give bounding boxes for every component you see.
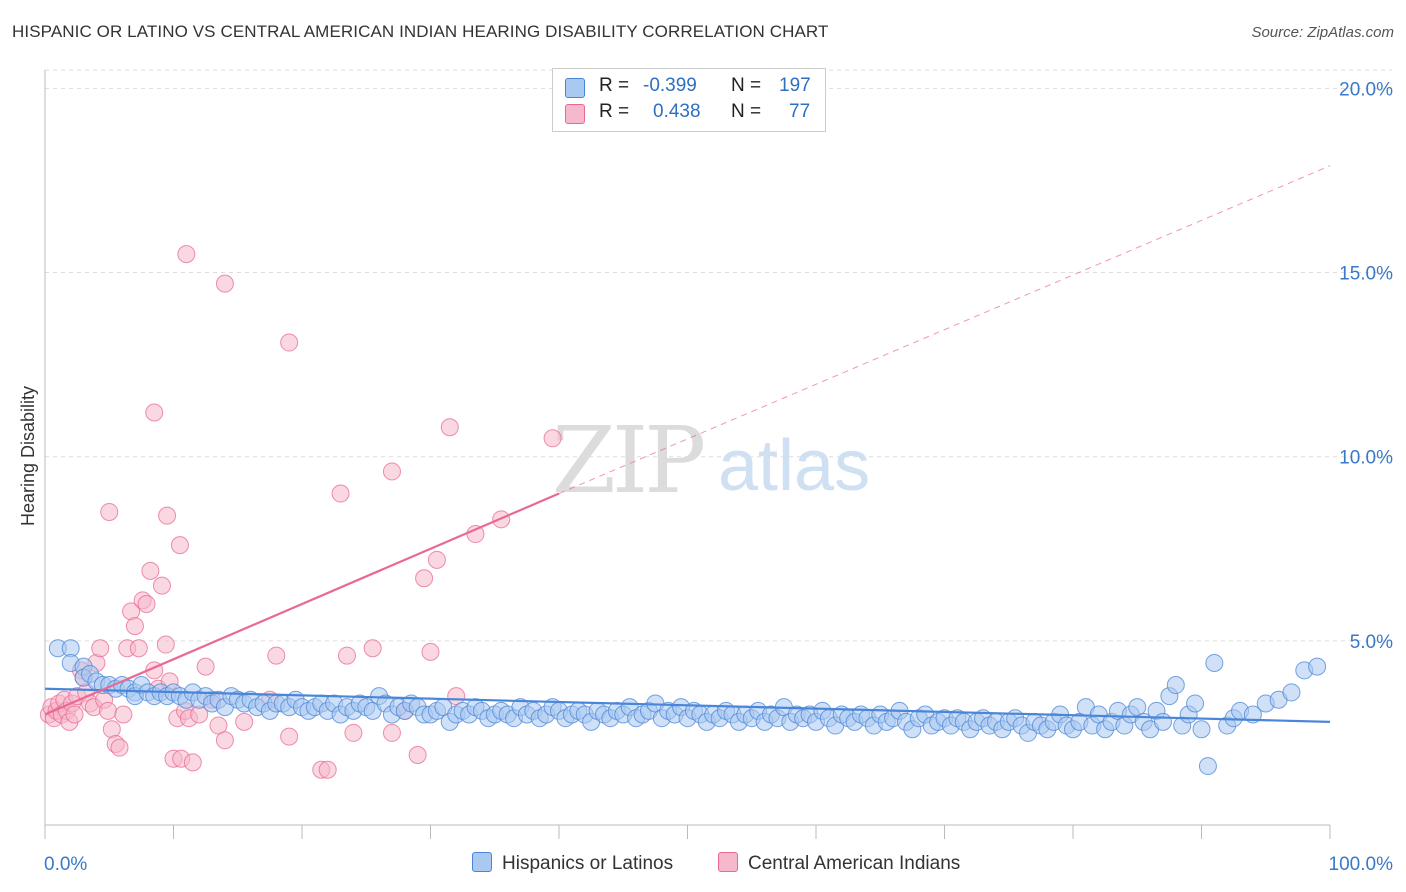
y-tick-label: 10.0% [1339,448,1393,469]
data-point [280,333,299,352]
legend-n-label: N = [731,75,762,96]
data-point [114,705,133,724]
y-tick-label: 15.0% [1339,264,1393,285]
bottom-legend-hispanics[interactable]: Hispanics or Latinos [472,852,673,875]
data-point [331,484,350,503]
data-point [543,429,562,448]
data-point [1205,653,1224,672]
series-hispanics-or-latinos [48,639,1327,776]
data-point [1153,712,1172,731]
data-point [427,550,446,569]
data-point [65,705,84,724]
data-point [100,502,119,521]
data-point [152,576,171,595]
x-tick-label-min: 0.0% [44,854,87,875]
data-point [382,462,401,481]
series-central-american-indians [39,245,562,779]
bottom-legend-swatch-pink [718,852,738,872]
watermark-zip: ZIP [552,407,703,514]
data-point [110,738,129,757]
correlation-legend: R = -0.399 N = 197 R = 0.438 N = 77 [552,68,826,132]
data-point [363,639,382,658]
bottom-legend-central-american[interactable]: Central American Indians [718,852,960,875]
y-axis-label: Hearing Disability [18,386,38,526]
y-tick-labels: 5.0% 10.0% 15.0% 20.0% [1339,79,1393,652]
data-point [145,403,164,422]
legend-r-value: -0.399 [643,75,697,96]
legend-n-value: 77 [789,101,811,122]
trend-lines [44,165,1331,723]
data-point [466,525,485,544]
legend-r-label: R = [599,75,630,96]
axes [44,70,1331,839]
trend-line [44,492,560,716]
legend-r-value: 0.438 [653,101,701,122]
data-point [235,712,254,731]
data-point [408,746,427,765]
data-point [196,657,215,676]
data-point [215,731,234,750]
data-point [125,617,144,636]
data-point [102,720,121,739]
data-point [170,536,189,555]
data-point [177,245,196,264]
y-tick-label: 5.0% [1350,632,1393,653]
data-point [280,727,299,746]
data-point [158,506,177,525]
trend-line-extension [558,165,1331,494]
data-point [129,639,148,658]
watermark-atlas: atlas [718,426,870,506]
legend-swatch-pink [565,104,585,124]
source-label: Source: ZipAtlas.com [1251,24,1394,41]
data-point [1308,657,1327,676]
data-point [1186,694,1205,713]
data-point [1166,676,1185,695]
data-point [337,646,356,665]
x-tick-label-max: 100.0% [1329,854,1394,875]
data-point [183,753,202,772]
data-point [1282,683,1301,702]
y-tick-label: 20.0% [1339,79,1393,100]
bottom-legend-label: Hispanics or Latinos [502,853,674,874]
data-point [91,639,110,658]
data-point [1198,757,1217,776]
data-point [382,723,401,742]
data-point [1192,720,1211,739]
bottom-legend-swatch-blue [472,852,492,872]
chart-title: HISPANIC OR LATINO VS CENTRAL AMERICAN I… [12,22,829,41]
data-point [267,646,286,665]
legend-r-label: R = [599,101,630,122]
legend-n-value: 197 [779,75,811,96]
data-point [415,569,434,588]
trend-line [44,687,1331,723]
data-point [141,561,160,580]
legend-n-label: N = [731,101,762,122]
legend-swatch-blue [565,78,585,98]
data-point [318,760,337,779]
data-point [421,642,440,661]
data-point [344,723,363,742]
bottom-legend-label: Central American Indians [748,853,961,874]
grid-lines [45,69,1392,642]
data-point [137,595,156,614]
data-point [440,418,459,437]
data-point [98,701,117,720]
data-point [156,635,175,654]
data-point [215,274,234,293]
